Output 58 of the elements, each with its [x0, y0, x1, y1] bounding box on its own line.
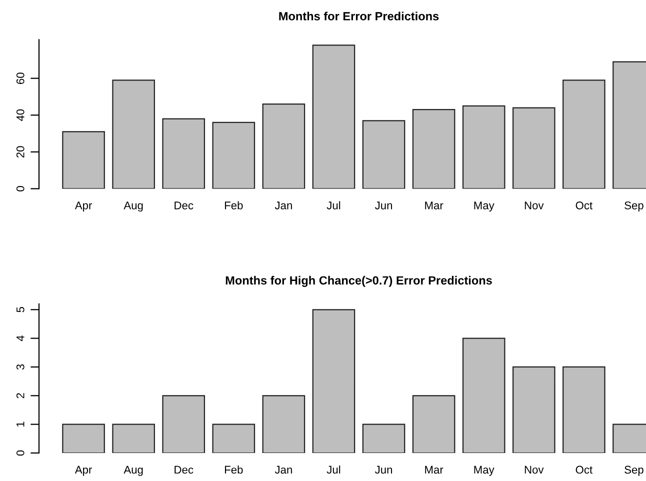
- bar: [62, 131, 105, 189]
- x-tick-label: Aug: [124, 202, 143, 212]
- y-tick-label: 0: [16, 186, 24, 192]
- x-tick-label: Nov: [524, 466, 544, 474]
- y-tick-label: 4: [16, 336, 24, 342]
- x-tick-label: Jan: [274, 466, 292, 474]
- x-tick-label: Jul: [326, 201, 340, 210]
- bar: [462, 105, 506, 189]
- y-tick-label: 1: [16, 422, 24, 427]
- chart-title: Months for High Chance(>0.7) Error Predictions: [226, 276, 492, 287]
- y-tick-label: 40: [16, 109, 24, 122]
- bar: [412, 395, 456, 453]
- x-tick-label: Jun: [374, 202, 392, 210]
- x-tick-label: May: [474, 466, 494, 476]
- x-tick-label: Oct: [576, 201, 592, 210]
- y-tick-label: 2: [16, 393, 24, 398]
- bar: [212, 424, 256, 453]
- bar: [512, 366, 556, 453]
- x-tick-label: Mar: [425, 202, 444, 210]
- bar: [162, 395, 206, 453]
- x-tick-label: Apr: [74, 202, 92, 212]
- bar: [462, 338, 506, 453]
- bar: [512, 107, 556, 189]
- bar: [312, 309, 356, 453]
- x-tick-label: Dec: [174, 466, 194, 474]
- x-tick-label: Dec: [174, 202, 194, 210]
- bar: [362, 424, 406, 453]
- bar: [312, 44, 356, 189]
- bar: [62, 424, 105, 453]
- x-tick-label: Oct: [576, 466, 592, 474]
- x-tick-label: Aug: [124, 466, 143, 476]
- x-tick-label: Sep: [624, 201, 644, 212]
- y-tick-label: 20: [16, 146, 24, 158]
- bar: [562, 366, 606, 453]
- chart-title: Months for Error Predictions: [279, 12, 439, 20]
- x-tick-label: Feb: [224, 466, 243, 474]
- x-tick-label: Jun: [374, 466, 392, 474]
- bar: [162, 118, 206, 189]
- y-tick-label: 0: [16, 450, 24, 456]
- bar: [262, 104, 306, 189]
- x-tick-label: May: [474, 202, 494, 212]
- bar: [262, 395, 306, 453]
- bar: [562, 80, 606, 189]
- bar: [412, 109, 456, 189]
- x-tick-label: Apr: [74, 466, 92, 476]
- x-tick-label: Jan: [274, 202, 292, 210]
- y-tick-label: 60: [16, 72, 24, 84]
- bar: [362, 120, 406, 189]
- x-tick-label: Feb: [224, 201, 243, 210]
- bar: [112, 424, 155, 453]
- x-tick-label: Nov: [524, 202, 544, 210]
- bar: [212, 122, 256, 189]
- x-tick-label: Sep: [624, 466, 644, 476]
- y-tick-label: 3: [16, 364, 24, 370]
- x-tick-label: Jul: [326, 466, 340, 474]
- y-tick-label: 5: [16, 307, 24, 312]
- x-tick-label: Mar: [425, 466, 444, 474]
- bar: [112, 80, 155, 189]
